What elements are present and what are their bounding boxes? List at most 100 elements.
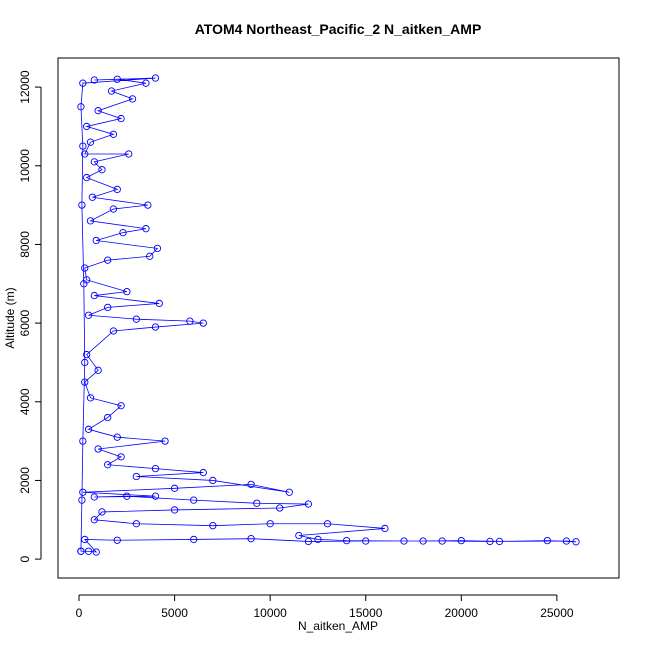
data-point bbox=[104, 303, 112, 312]
data-point bbox=[83, 122, 91, 131]
data-point bbox=[457, 536, 465, 545]
x-tick-label: 25000 bbox=[540, 606, 574, 620]
data-point bbox=[94, 445, 102, 453]
data-point bbox=[123, 492, 131, 500]
data-point bbox=[342, 536, 351, 545]
data-point bbox=[84, 425, 93, 433]
data-point bbox=[79, 79, 87, 87]
y-tick-label: 10000 bbox=[18, 149, 32, 183]
data-point bbox=[117, 114, 125, 123]
data-point bbox=[132, 315, 141, 323]
x-axis-label: N_aitken_AMP bbox=[298, 619, 378, 633]
data-point bbox=[117, 402, 125, 410]
y-tick-label: 0 bbox=[18, 555, 32, 562]
data-point bbox=[190, 535, 198, 544]
x-tick-label: 0 bbox=[76, 606, 83, 620]
data-point bbox=[98, 508, 106, 516]
data-point bbox=[543, 536, 551, 545]
data-point bbox=[79, 437, 87, 445]
data-point bbox=[295, 531, 303, 540]
data-point bbox=[199, 468, 207, 477]
data-point bbox=[266, 520, 274, 528]
series-line bbox=[80, 77, 577, 553]
data-point bbox=[104, 461, 112, 469]
data-point bbox=[83, 173, 91, 182]
data-point bbox=[90, 516, 98, 524]
y-tick-label: 6000 bbox=[18, 309, 32, 336]
data-point bbox=[247, 535, 255, 543]
data-point bbox=[151, 74, 160, 82]
data-point bbox=[92, 548, 100, 556]
data-point bbox=[90, 76, 98, 84]
data-point bbox=[79, 142, 87, 150]
data-point bbox=[132, 520, 141, 528]
data-point bbox=[107, 87, 116, 95]
data-point bbox=[314, 535, 322, 544]
data-point bbox=[146, 252, 154, 260]
data-point bbox=[186, 317, 194, 325]
data-point bbox=[119, 228, 127, 237]
data-point bbox=[98, 166, 106, 174]
data-point bbox=[132, 472, 141, 481]
x-tick-label: 10000 bbox=[253, 606, 287, 620]
data-point bbox=[90, 493, 98, 501]
data-point bbox=[151, 465, 160, 473]
data-point bbox=[304, 537, 313, 546]
data-point bbox=[84, 547, 93, 555]
data-point bbox=[83, 350, 91, 359]
data-point bbox=[486, 537, 494, 546]
data-point bbox=[123, 287, 131, 296]
data-point bbox=[572, 538, 580, 546]
data-point bbox=[276, 504, 284, 512]
data-point bbox=[81, 150, 89, 158]
y-tick-label: 12000 bbox=[18, 70, 32, 104]
data-point bbox=[117, 453, 125, 461]
data-point bbox=[84, 311, 93, 319]
data-point bbox=[438, 537, 446, 545]
data-point bbox=[113, 75, 121, 83]
data-point bbox=[109, 327, 118, 335]
data-point bbox=[113, 536, 121, 544]
data-point bbox=[104, 413, 112, 422]
data-point bbox=[109, 130, 118, 138]
data-point bbox=[304, 500, 313, 508]
data-point bbox=[113, 185, 121, 194]
data-point bbox=[144, 201, 152, 209]
data-point bbox=[79, 488, 87, 496]
data-point bbox=[90, 158, 98, 166]
data-point bbox=[77, 103, 85, 111]
data-point bbox=[104, 256, 112, 264]
data-point bbox=[153, 244, 162, 253]
y-axis-label: Altitude (m) bbox=[3, 287, 17, 348]
data-point bbox=[94, 366, 102, 374]
data-point bbox=[253, 499, 261, 507]
data-point bbox=[362, 537, 370, 545]
data-point bbox=[94, 107, 102, 115]
data-point bbox=[209, 476, 217, 485]
data-point bbox=[78, 201, 86, 209]
data-point bbox=[199, 319, 207, 327]
x-tick-label: 15000 bbox=[349, 606, 383, 620]
data-point bbox=[113, 433, 121, 441]
data-point bbox=[86, 217, 95, 225]
data-point bbox=[190, 496, 198, 504]
data-point bbox=[142, 225, 150, 233]
data-point bbox=[128, 95, 137, 103]
data-point bbox=[81, 358, 89, 367]
data-point bbox=[151, 323, 160, 331]
data-point bbox=[151, 492, 160, 500]
data-point bbox=[81, 264, 89, 272]
x-tick-label: 20000 bbox=[445, 606, 479, 620]
data-point bbox=[400, 537, 408, 545]
data-point bbox=[78, 496, 86, 504]
data-point bbox=[209, 522, 217, 530]
data-point bbox=[142, 79, 150, 87]
data-point bbox=[323, 520, 332, 528]
data-point bbox=[81, 535, 89, 544]
data-point bbox=[109, 205, 118, 213]
plot-frame bbox=[57, 57, 620, 579]
data-point bbox=[562, 537, 571, 545]
chart-title: ATOM4 Northeast_Pacific_2 N_aitken_AMP bbox=[195, 21, 482, 37]
data-point bbox=[81, 378, 89, 386]
